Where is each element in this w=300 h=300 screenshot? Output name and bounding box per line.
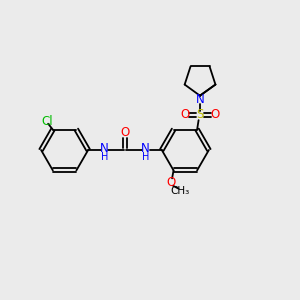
Text: H: H bbox=[142, 152, 149, 162]
Text: O: O bbox=[166, 176, 175, 189]
Text: N: N bbox=[100, 142, 109, 155]
Text: S: S bbox=[196, 108, 204, 122]
Text: N: N bbox=[196, 93, 204, 106]
Text: Cl: Cl bbox=[42, 115, 53, 128]
Text: H: H bbox=[101, 152, 108, 162]
Text: O: O bbox=[210, 108, 219, 122]
Text: O: O bbox=[181, 108, 190, 122]
Text: CH₃: CH₃ bbox=[170, 186, 190, 196]
Text: N: N bbox=[141, 142, 150, 155]
Text: O: O bbox=[120, 126, 130, 140]
